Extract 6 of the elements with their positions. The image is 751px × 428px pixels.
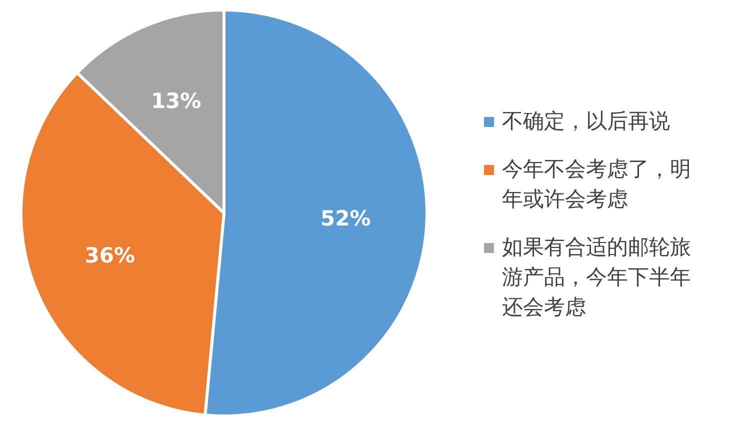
data-label: 36%	[84, 244, 136, 268]
legend-label: 如果有合适的邮轮旅游产品，今年下半年还会考虑	[502, 234, 692, 321]
legend-label: 不确定，以后再说	[502, 108, 671, 135]
data-label: 52%	[320, 206, 371, 231]
legend-label: 今年不会考虑了，明年或许会考虑	[502, 156, 692, 213]
data-label: 13%	[150, 89, 202, 114]
